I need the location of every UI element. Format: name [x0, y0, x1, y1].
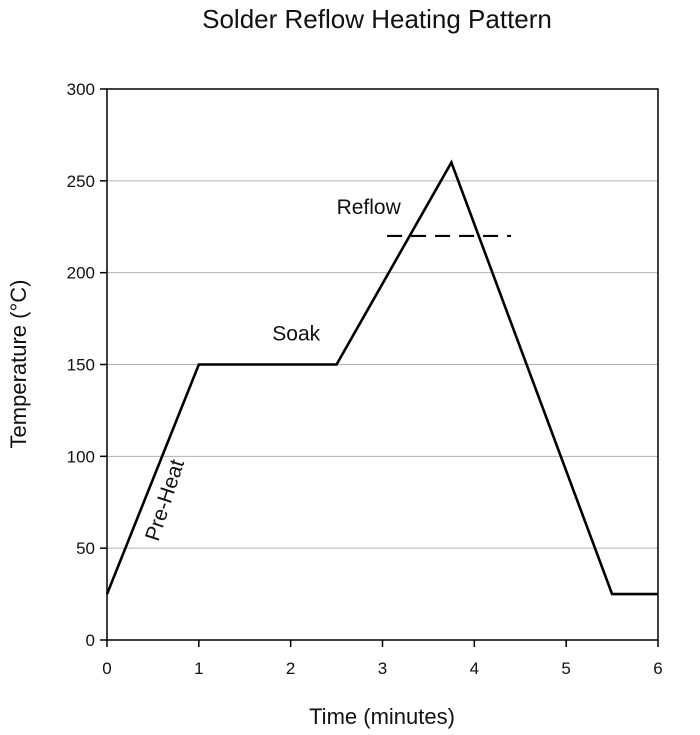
y-tick-label: 100: [67, 447, 95, 466]
x-tick-label: 1: [194, 659, 203, 678]
x-tick-label: 0: [102, 659, 111, 678]
y-tick-label: 50: [76, 539, 95, 558]
x-tick-label: 5: [561, 659, 570, 678]
x-axis-ticks: 0 1 2 3 4 5 6: [102, 640, 663, 678]
annotation-label: Reflow: [337, 196, 402, 219]
chart-title: Solder Reflow Heating Pattern: [202, 4, 552, 34]
temperature-profile-line: [105, 159, 658, 596]
y-tick-label: 250: [67, 172, 95, 191]
x-tick-label: 2: [286, 659, 295, 678]
x-tick-label: 3: [378, 659, 387, 678]
x-tick-label: 6: [653, 659, 662, 678]
y-tick-label: 300: [67, 80, 95, 99]
y-tick-label: 150: [67, 356, 95, 375]
annotation-label: Soak: [272, 323, 320, 346]
annotation-label: Pre-Heat: [141, 457, 189, 544]
y-axis-ticks: 0 50 100 150 200 250 300: [67, 80, 107, 650]
y-tick-label: 200: [67, 264, 95, 283]
x-tick-label: 4: [470, 659, 479, 678]
x-axis-label: Time (minutes): [309, 704, 455, 729]
y-tick-label: 0: [86, 631, 95, 650]
y-axis-label: Temperature (°C): [6, 280, 31, 449]
series-layer: [105, 159, 658, 596]
annotations: Pre-Heat Soak Reflow: [141, 196, 401, 544]
